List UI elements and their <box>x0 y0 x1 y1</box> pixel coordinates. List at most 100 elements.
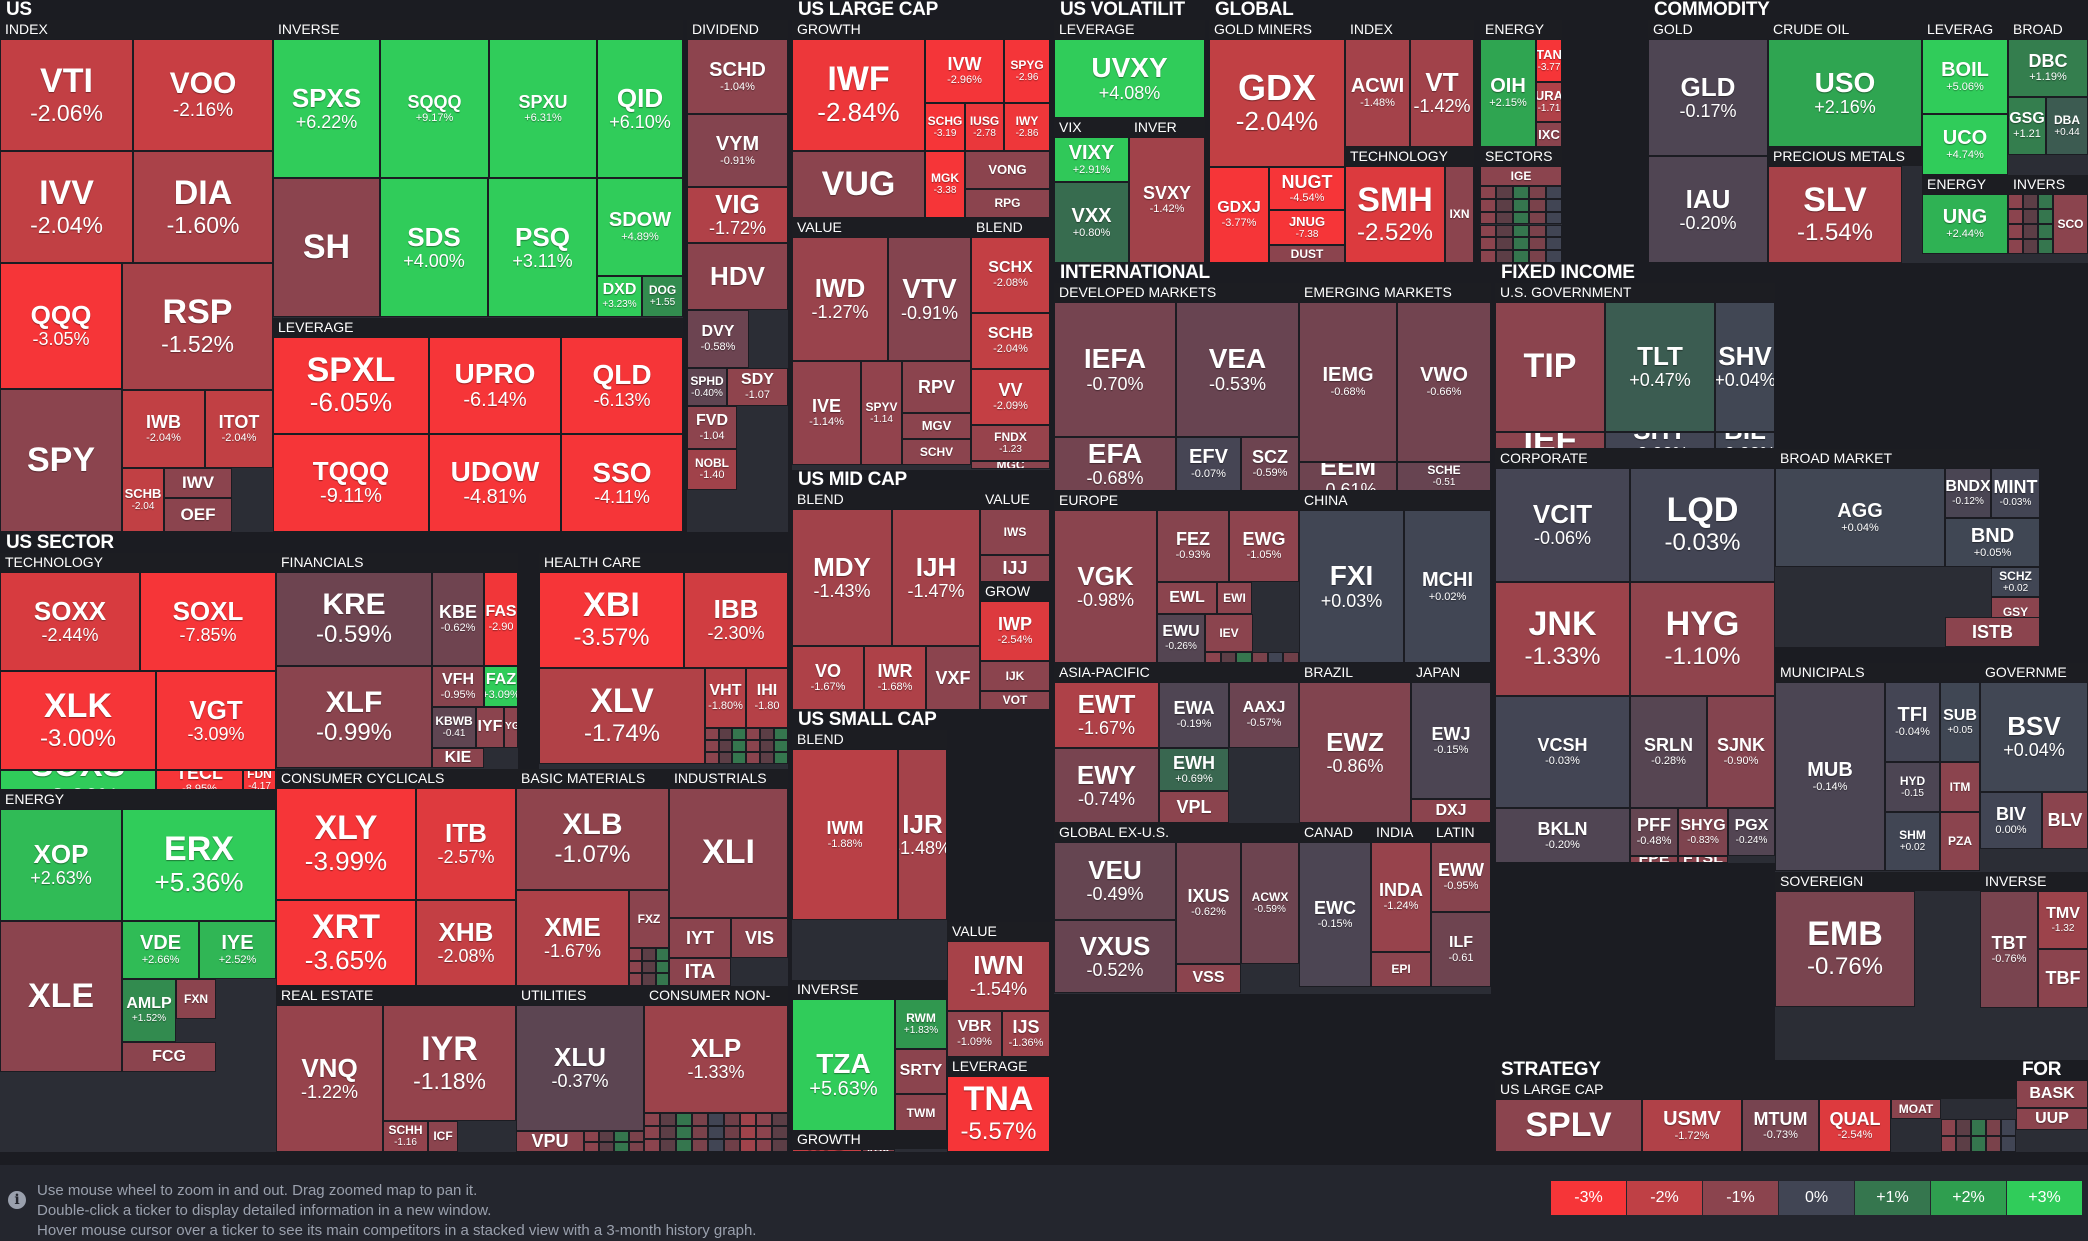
ticker-bsv[interactable]: BSV +0.04% <box>1980 682 2088 792</box>
treemap[interactable]: US INDEX VTI -2.06% VOO -2.16% IVV -2.04% DIA -1.… <box>0 0 2088 1165</box>
ticker-cell[interactable] <box>1529 250 1546 263</box>
ticker-cell[interactable] <box>1971 1135 1986 1152</box>
ticker-iyr[interactable]: IYR -1.18% <box>383 1005 516 1121</box>
ticker-spyv[interactable]: SPYV -1.14 <box>861 361 902 465</box>
ticker-sdy[interactable]: SDY -1.07 <box>727 368 788 406</box>
ticker-schg[interactable]: SCHG -3.19 <box>925 103 965 151</box>
ticker-cell[interactable] <box>2038 194 2053 209</box>
ticker-ewz[interactable]: EWZ -0.86% <box>1299 682 1411 823</box>
ticker-cell[interactable] <box>1496 211 1513 225</box>
ticker-cell[interactable] <box>644 1126 660 1139</box>
ticker-schx[interactable]: SCHX -2.08% <box>971 237 1050 313</box>
ticker-iusg[interactable]: IUSG -2.78 <box>965 103 1004 151</box>
ticker-cell[interactable] <box>599 1141 614 1152</box>
ticker-gld[interactable]: GLD -0.17% <box>1648 39 1768 156</box>
ticker-rpv[interactable]: RPV <box>902 361 971 413</box>
ticker-cell[interactable] <box>1529 224 1546 238</box>
ticker-ivv[interactable]: IVV -2.04% <box>0 151 133 263</box>
ticker-cell[interactable] <box>655 960 669 974</box>
ticker-ilf[interactable]: ILF -0.61 <box>1431 912 1491 987</box>
ticker-ewt[interactable]: EWT -1.67% <box>1054 682 1159 748</box>
ticker-mgc[interactable]: MGC <box>971 461 1050 469</box>
ticker-bnd[interactable]: BND +0.05% <box>1945 518 2040 567</box>
ticker-ige[interactable]: IGE <box>1480 166 1562 186</box>
ticker-fcg[interactable]: FCG <box>122 1042 216 1072</box>
ticker-cell[interactable] <box>2008 224 2023 239</box>
ticker-spyg[interactable]: SPYG -2.96 <box>1004 39 1050 103</box>
ticker-gsg[interactable]: GSG +1.21 <box>2008 97 2046 155</box>
ticker-cell[interactable] <box>724 1139 740 1152</box>
ticker-cell[interactable] <box>644 1113 660 1126</box>
ticker-hyd[interactable]: HYD -0.15 <box>1885 762 1940 812</box>
ticker-vpl[interactable]: VPL <box>1159 791 1229 823</box>
ticker-sds[interactable]: SDS +4.00% <box>380 178 488 317</box>
ticker-nugt[interactable]: NUGT -4.54% <box>1269 167 1345 210</box>
ticker-cell[interactable] <box>1986 1135 2001 1152</box>
ticker-xlk[interactable]: XLK -3.00% <box>0 671 156 770</box>
ticker-spxs[interactable]: SPXS +6.22% <box>273 39 380 178</box>
ticker-ewi[interactable]: EWI <box>1217 582 1252 614</box>
ticker-srln[interactable]: SRLN -0.28% <box>1630 696 1707 808</box>
ticker-blv[interactable]: BLV <box>2042 792 2088 849</box>
ticker-dba[interactable]: DBA +0.44 <box>2046 97 2088 155</box>
ticker-cell[interactable] <box>718 740 733 752</box>
ticker-cell[interactable] <box>692 1126 708 1139</box>
ticker-tbf[interactable]: TBF <box>2038 949 2088 1008</box>
ticker-ewa[interactable]: EWA -0.19% <box>1159 682 1229 748</box>
ticker-cell[interactable] <box>1512 211 1530 225</box>
ticker-vss[interactable]: VSS <box>1176 964 1241 993</box>
ticker-itot[interactable]: ITOT -2.04% <box>205 390 273 468</box>
ticker-bndx[interactable]: BNDX -0.12% <box>1945 468 1991 518</box>
ticker-cell[interactable] <box>1529 237 1546 251</box>
ticker-cell[interactable] <box>629 1141 644 1152</box>
ticker-cell[interactable] <box>2023 209 2038 224</box>
ticker-schb[interactable]: SCHB -2.04 <box>122 468 164 532</box>
ticker-vcsh[interactable]: VCSH -0.03% <box>1495 696 1630 808</box>
ticker-vxf[interactable]: VXF <box>926 646 980 710</box>
ticker-cell[interactable] <box>1480 250 1497 263</box>
ticker-iwy[interactable]: IWY -2.86 <box>1004 103 1050 151</box>
ticker-voo[interactable]: VOO -2.16% <box>133 39 273 151</box>
ticker-vug[interactable]: VUG <box>792 151 925 218</box>
ticker-cell[interactable] <box>1529 198 1546 212</box>
ticker-cell[interactable] <box>660 1113 676 1126</box>
ticker-srty[interactable]: SRTY <box>895 1049 947 1094</box>
ticker-cell[interactable] <box>642 948 656 961</box>
ticker-epi[interactable]: EPI <box>1371 952 1431 987</box>
ticker-dxd[interactable]: DXD +3.23% <box>597 276 642 317</box>
ticker-qid[interactable]: QID +6.10% <box>597 39 683 178</box>
ticker-xme[interactable]: XME -1.67% <box>516 890 629 986</box>
ticker-dbc[interactable]: DBC +1.19% <box>2008 39 2088 97</box>
ticker-cell[interactable] <box>774 728 788 740</box>
ticker-vcit[interactable]: VCIT -0.06% <box>1495 468 1630 582</box>
ticker-rwm[interactable]: RWM +1.83% <box>895 999 947 1049</box>
ticker-dust[interactable]: DUST <box>1269 245 1345 263</box>
ticker-cell[interactable] <box>1545 237 1562 251</box>
ticker-cell[interactable] <box>705 752 719 764</box>
ticker-nobl[interactable]: NOBL -1.40 <box>687 449 737 490</box>
ticker-mtum[interactable]: MTUM -0.73% <box>1742 1099 1819 1152</box>
ticker-pza[interactable]: PZA <box>1940 812 1980 871</box>
ticker-xrt[interactable]: XRT -3.65% <box>276 900 416 986</box>
ticker-cell[interactable] <box>718 728 733 740</box>
ticker-vht[interactable]: VHT -1.80% <box>705 668 746 728</box>
ticker-vea[interactable]: VEA -0.53% <box>1176 302 1299 437</box>
ticker-cell[interactable] <box>1496 224 1513 238</box>
ticker-soxx[interactable]: SOXX -2.44% <box>0 572 140 671</box>
ticker-ive[interactable]: IVE -1.14% <box>792 361 861 465</box>
ticker-fvd[interactable]: FVD -1.04 <box>687 406 737 449</box>
ticker-ewc[interactable]: EWC -0.15% <box>1299 842 1371 987</box>
ticker-cell[interactable] <box>584 1131 599 1142</box>
ticker-splv[interactable]: SPLV <box>1495 1099 1642 1152</box>
ticker-erx[interactable]: ERX +5.36% <box>122 809 276 921</box>
ticker-acwi[interactable]: ACWI -1.48% <box>1345 39 1410 147</box>
ticker-fxn[interactable]: FXN <box>176 979 216 1019</box>
ticker-dxj[interactable]: DXJ <box>1411 799 1491 823</box>
ticker-xhb[interactable]: XHB -2.08% <box>416 900 516 986</box>
ticker-iwb[interactable]: IWB -2.04% <box>122 390 205 468</box>
ticker-acwx[interactable]: ACWX -0.59% <box>1241 842 1299 964</box>
ticker-qual[interactable]: QUAL -2.54% <box>1819 1099 1891 1152</box>
ticker-ibb[interactable]: IBB -2.30% <box>684 572 788 668</box>
ticker-cell[interactable] <box>740 1113 756 1126</box>
ticker-moat[interactable]: MOAT <box>1891 1099 1941 1119</box>
